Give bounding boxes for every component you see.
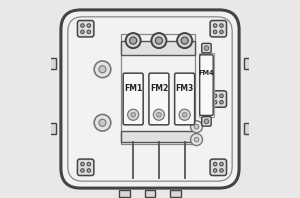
Circle shape: [99, 119, 106, 126]
Circle shape: [220, 100, 223, 104]
FancyBboxPatch shape: [202, 43, 211, 53]
Circle shape: [87, 162, 91, 166]
Circle shape: [204, 46, 209, 50]
Bar: [121, 131, 195, 142]
FancyBboxPatch shape: [149, 73, 169, 125]
FancyBboxPatch shape: [77, 159, 94, 176]
Bar: [199, 53, 214, 117]
Circle shape: [190, 121, 202, 133]
Circle shape: [213, 162, 217, 166]
FancyBboxPatch shape: [77, 21, 94, 37]
Circle shape: [94, 61, 111, 78]
Circle shape: [213, 169, 217, 172]
Bar: [49, 123, 56, 134]
FancyBboxPatch shape: [210, 21, 226, 37]
Circle shape: [81, 24, 84, 27]
Circle shape: [220, 30, 223, 34]
Circle shape: [182, 112, 187, 117]
Circle shape: [130, 37, 137, 44]
Circle shape: [152, 33, 166, 48]
Circle shape: [220, 169, 223, 172]
Circle shape: [204, 119, 209, 124]
FancyBboxPatch shape: [202, 117, 211, 126]
Circle shape: [213, 100, 217, 104]
Circle shape: [220, 94, 223, 98]
Circle shape: [213, 94, 217, 98]
Circle shape: [94, 114, 111, 131]
Circle shape: [157, 112, 161, 117]
Circle shape: [126, 33, 141, 48]
Circle shape: [181, 37, 188, 44]
Circle shape: [213, 24, 217, 27]
Circle shape: [99, 66, 106, 73]
Circle shape: [155, 37, 163, 44]
Text: FM1: FM1: [124, 84, 142, 93]
Circle shape: [87, 24, 91, 27]
Circle shape: [220, 162, 223, 166]
Bar: [170, 190, 181, 197]
Circle shape: [81, 169, 84, 172]
Bar: [244, 58, 251, 69]
Circle shape: [87, 30, 91, 34]
Circle shape: [177, 33, 192, 48]
Bar: [145, 190, 155, 197]
Bar: [119, 190, 130, 197]
Text: FM4: FM4: [199, 70, 214, 76]
Circle shape: [128, 109, 139, 120]
Circle shape: [213, 30, 217, 34]
FancyBboxPatch shape: [61, 10, 239, 188]
Circle shape: [87, 169, 91, 172]
Text: FM3: FM3: [176, 84, 194, 93]
FancyBboxPatch shape: [210, 159, 226, 176]
Circle shape: [81, 162, 84, 166]
Bar: [121, 41, 195, 55]
Circle shape: [194, 124, 199, 129]
Circle shape: [220, 24, 223, 27]
Circle shape: [190, 134, 202, 146]
FancyBboxPatch shape: [210, 91, 226, 107]
Text: FM2: FM2: [150, 84, 168, 93]
Circle shape: [153, 109, 164, 120]
FancyBboxPatch shape: [123, 73, 143, 125]
Bar: [244, 123, 251, 134]
Circle shape: [179, 109, 190, 120]
Circle shape: [131, 112, 136, 117]
FancyBboxPatch shape: [200, 55, 213, 115]
Circle shape: [194, 137, 199, 142]
Circle shape: [81, 30, 84, 34]
FancyBboxPatch shape: [175, 73, 195, 125]
Bar: [121, 34, 195, 144]
Bar: [49, 58, 56, 69]
